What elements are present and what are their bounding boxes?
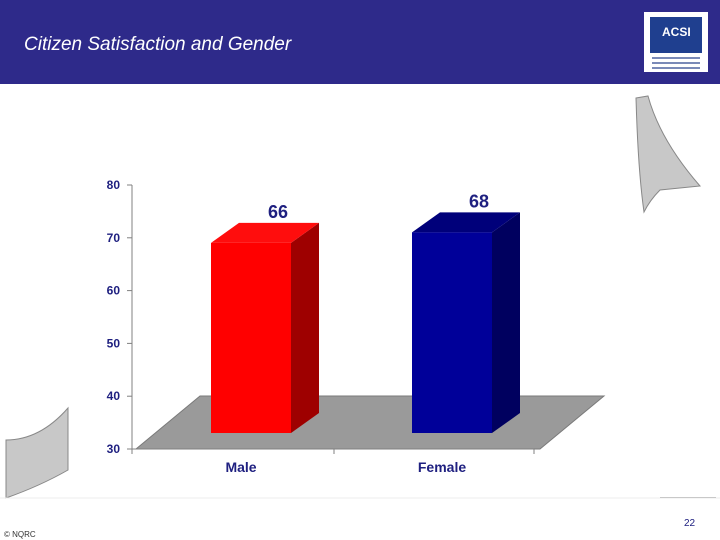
bar-male	[211, 242, 291, 433]
data-label-male: 66	[268, 202, 288, 222]
logo-emblem: ACSI	[650, 17, 702, 53]
logo-text: ACSI	[662, 25, 691, 39]
y-tick-label: 80	[107, 178, 121, 192]
y-tick-label: 70	[107, 231, 121, 245]
logo-caption-lines	[652, 57, 700, 72]
bar-side-female	[492, 212, 520, 433]
footer-rule	[660, 497, 716, 498]
y-tick-label: 60	[107, 284, 121, 298]
category-label-female: Female	[418, 459, 466, 475]
bar-side-male	[291, 222, 319, 433]
decorative-swoosh-bottom	[5, 406, 69, 499]
data-label-female: 68	[469, 191, 489, 211]
bar-top-male	[211, 222, 319, 243]
y-tick-label: 30	[107, 442, 121, 456]
bar-top-female	[412, 212, 520, 233]
category-label-male: Male	[225, 459, 256, 475]
page-number: 22	[684, 518, 696, 529]
acsi-logo: ACSI	[644, 12, 708, 72]
y-tick-label: 40	[107, 389, 121, 403]
y-tick-label: 50	[107, 336, 121, 350]
bar-female	[412, 232, 492, 433]
decorative-swoosh-top	[635, 95, 702, 214]
header-bar: Citizen Satisfaction and Gender ACSI	[0, 0, 720, 84]
chart-floor	[134, 395, 606, 450]
copyright-text: © NQRC	[4, 530, 36, 539]
page-title: Citizen Satisfaction and Gender	[24, 34, 292, 55]
